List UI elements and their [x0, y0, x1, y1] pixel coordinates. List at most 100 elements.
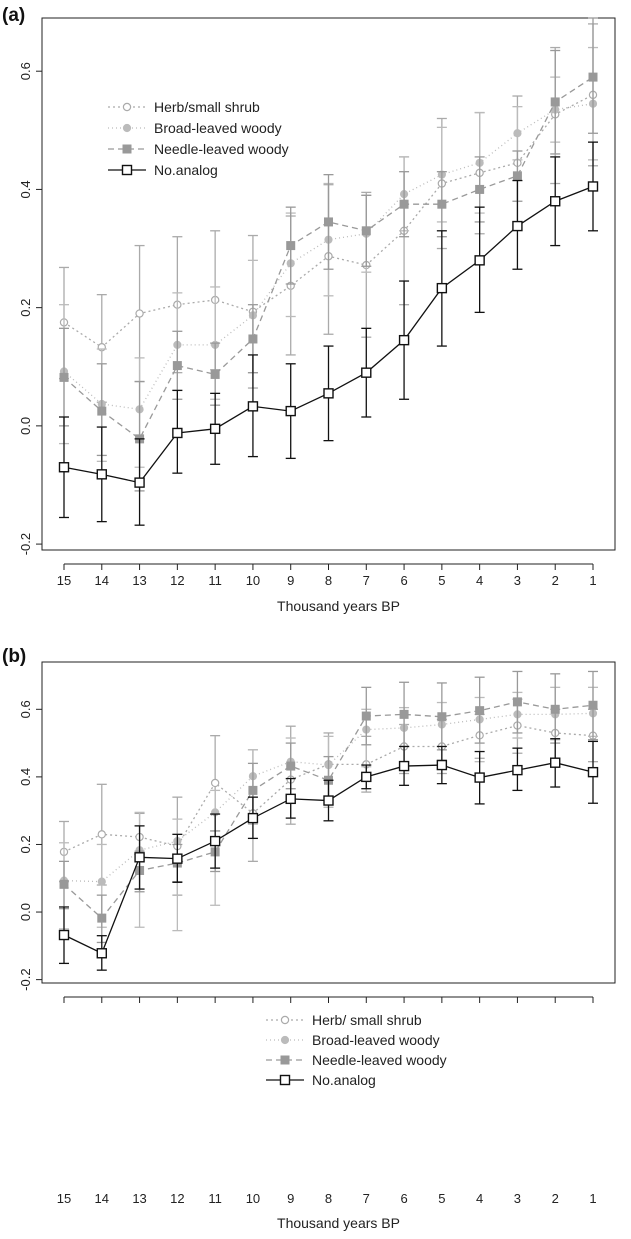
legend-entry: Needle-leaved woody — [154, 141, 289, 157]
data-point — [323, 388, 334, 399]
x-tick-label: 13 — [132, 1191, 146, 1206]
data-point — [550, 704, 560, 714]
data-point — [58, 462, 70, 473]
data-point — [134, 477, 145, 488]
x-tick-label: 4 — [476, 573, 483, 588]
data-point — [247, 401, 259, 412]
data-point — [210, 778, 220, 788]
x-tick-label: 15 — [57, 1191, 71, 1206]
x-tick-label: 2 — [552, 1191, 559, 1206]
plot-frame — [41, 661, 616, 984]
data-point — [59, 372, 69, 382]
legend-marker — [280, 1055, 290, 1065]
x-tick-label: 7 — [363, 1191, 370, 1206]
x-axis-label: Thousand years BP — [277, 598, 400, 614]
x-tick-label: 13 — [132, 573, 146, 588]
x-tick-label: 6 — [400, 573, 407, 588]
x-tick-label: 12 — [170, 573, 184, 588]
data-point — [209, 835, 221, 847]
y-tick-label: 0.2 — [18, 299, 33, 317]
data-point — [97, 406, 107, 416]
x-tick-label: 7 — [363, 573, 370, 588]
data-point — [361, 711, 371, 721]
data-point — [398, 760, 410, 772]
y-tick-label: 0.6 — [18, 62, 33, 80]
legend: Herb/small shrub Broad-leaved woody Needle… — [108, 99, 289, 178]
data-point — [512, 764, 523, 776]
x-tick-label: 14 — [95, 1191, 109, 1206]
x-tick-label: 10 — [246, 573, 260, 588]
data-point — [286, 241, 296, 251]
legend-entry: No.analog — [154, 162, 218, 178]
data-point — [285, 405, 296, 417]
data-point — [436, 282, 448, 294]
y-tick-label: -0.2 — [18, 968, 33, 990]
y-tick-label: 0.0 — [18, 417, 33, 435]
data-point — [248, 785, 258, 795]
data-point — [399, 199, 409, 209]
data-point — [475, 184, 485, 194]
data-point — [399, 709, 409, 719]
data-point — [97, 830, 106, 839]
data-point — [361, 226, 371, 236]
y-tick-label: 0.4 — [18, 180, 33, 198]
x-tick-label: 9 — [287, 1191, 294, 1206]
data-point — [436, 759, 448, 771]
data-point — [285, 793, 296, 805]
data-point — [172, 427, 183, 439]
data-point — [96, 948, 107, 959]
x-tick-label: 2 — [552, 573, 559, 588]
series-line — [63, 701, 594, 920]
x-tick-label: 15 — [57, 573, 71, 588]
legend-entry: Broad-leaved woody — [312, 1032, 440, 1048]
plot-frame — [41, 17, 616, 551]
legend-marker — [280, 1035, 290, 1045]
x-tick-label: 11 — [208, 573, 222, 588]
legend-marker — [279, 1074, 291, 1086]
x-tick-label: 5 — [438, 573, 445, 588]
x-tick-label: 4 — [476, 1191, 483, 1206]
legend: Herb/ small shrub Broad-leaved woody Needl… — [266, 1012, 447, 1088]
data-point — [437, 712, 447, 722]
x-tick-label: 1 — [589, 573, 596, 588]
data-point — [135, 309, 144, 318]
legend-marker — [122, 102, 132, 112]
data-point — [97, 913, 107, 923]
data-point — [475, 706, 485, 716]
x-tick-label: 3 — [514, 573, 521, 588]
data-point — [474, 772, 485, 783]
data-point — [474, 255, 485, 266]
y-tick-label: 0.0 — [18, 903, 33, 921]
data-point — [210, 369, 220, 379]
data-point — [97, 877, 106, 886]
x-axis-label: Thousand years BP — [277, 1215, 400, 1231]
data-point — [361, 367, 372, 378]
x-tick-label: 5 — [438, 1191, 445, 1206]
y-tick-label: 0.2 — [18, 835, 33, 853]
legend-marker — [280, 1015, 290, 1025]
data-point — [324, 217, 333, 227]
data-point — [550, 97, 560, 107]
x-tick-label: 1 — [589, 1191, 596, 1206]
data-point — [512, 220, 523, 232]
x-tick-label: 14 — [95, 573, 109, 588]
data-point — [550, 757, 561, 768]
data-point — [437, 199, 447, 209]
data-point — [550, 196, 561, 207]
x-tick-label: 10 — [246, 1191, 260, 1206]
x-tick-label: 8 — [325, 1191, 332, 1206]
panel-b: (b) -0.2 0.0 0.2 0.4 0.6 15 14 13 12 11 10 9 8 7 6 5 4 3 2 1… — [2, 646, 616, 1231]
legend-entry: No.analog — [312, 1072, 376, 1088]
data-point — [323, 795, 334, 806]
x-tick-label: 6 — [400, 1191, 407, 1206]
data-point — [588, 72, 598, 82]
series-no-analog — [58, 141, 599, 526]
legend-marker — [122, 123, 132, 133]
data-point — [361, 771, 372, 783]
series-line — [63, 103, 594, 411]
panel-a: (a) -0.2 0.0 0.2 0.4 0.6 15 14 13 12 11 10 9 8 7 6 5 4 3 2 1… — [2, 5, 616, 614]
data-point — [588, 700, 598, 710]
data-point — [587, 181, 599, 192]
